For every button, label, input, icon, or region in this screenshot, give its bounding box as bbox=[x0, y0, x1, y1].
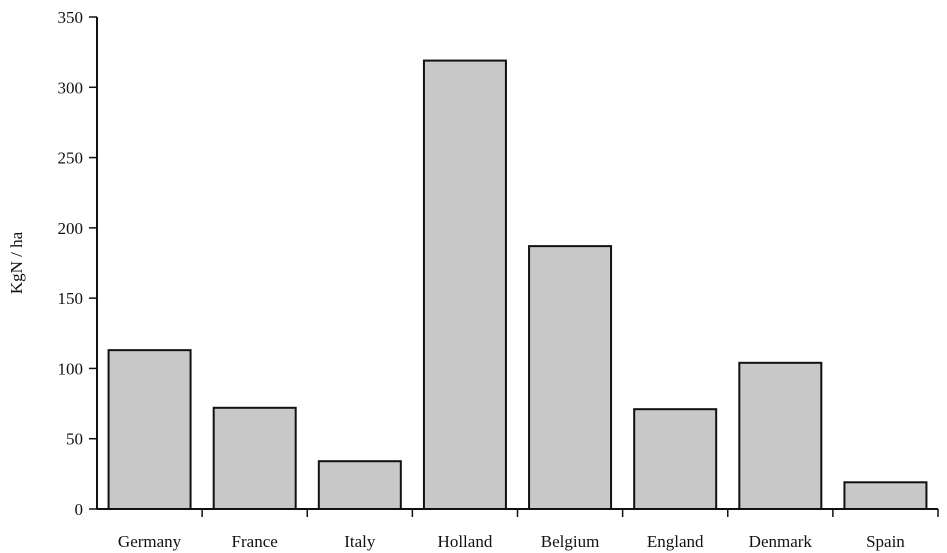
bar-denmark bbox=[738, 361, 823, 511]
bar-italy bbox=[317, 460, 402, 511]
x-tick-label: France bbox=[232, 532, 278, 551]
x-tick-label: Italy bbox=[344, 532, 376, 551]
y-tick-label: 300 bbox=[58, 78, 84, 97]
y-tick-label: 100 bbox=[58, 359, 84, 378]
bar-belgium bbox=[528, 245, 613, 510]
bar-france bbox=[212, 406, 297, 510]
bar-spain bbox=[843, 481, 928, 511]
y-tick-label: 50 bbox=[66, 430, 83, 449]
bar-germany bbox=[107, 349, 192, 511]
y-tick-label: 150 bbox=[58, 289, 84, 308]
x-tick-label: Denmark bbox=[749, 532, 813, 551]
x-ticks: Germany France Italy Holland Belgium England D… bbox=[118, 509, 939, 551]
bars-layer bbox=[107, 59, 928, 511]
x-tick-label: England bbox=[647, 532, 704, 551]
bar-holland bbox=[422, 59, 507, 510]
bar-england bbox=[633, 408, 718, 510]
y-tick-label: 200 bbox=[58, 219, 84, 238]
x-tick-label: Belgium bbox=[541, 532, 600, 551]
y-axis-title: KgN / ha bbox=[7, 231, 26, 294]
x-tick-label: Spain bbox=[866, 532, 905, 551]
x-tick-label: Germany bbox=[118, 532, 182, 551]
y-tick-label: 0 bbox=[75, 500, 84, 519]
y-tick-label: 250 bbox=[58, 149, 84, 168]
y-ticks: 0 50 100 150 200 250 300 350 bbox=[58, 8, 97, 519]
y-tick-label: 350 bbox=[58, 8, 84, 27]
x-tick-label: Holland bbox=[438, 532, 493, 551]
